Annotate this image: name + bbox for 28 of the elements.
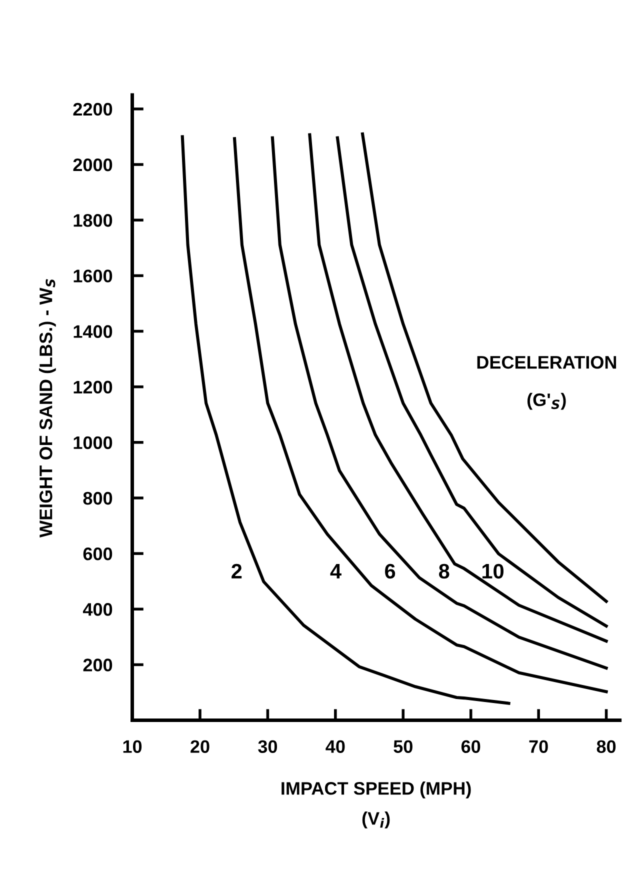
y-tick-label: 400: [82, 603, 112, 616]
y-tick-label: 1000: [74, 436, 112, 450]
annotation: DECELERATION: [477, 356, 616, 369]
y-tick-label: 2000: [73, 158, 112, 172]
y-tick-label: 1600: [74, 270, 112, 282]
series-label: 2: [232, 564, 242, 578]
series-label: 6: [385, 564, 396, 579]
x-tick-label: 70: [529, 740, 548, 753]
x-tick-label: 10: [123, 740, 142, 753]
x-tick-label: 20: [190, 740, 210, 753]
x-tick-label: 50: [394, 740, 412, 753]
y-tick-label: 1400: [74, 325, 112, 338]
y-tick-label: 200: [83, 658, 112, 672]
x-tick-label: 40: [326, 740, 345, 753]
y-tick-label: 800: [83, 492, 112, 505]
y-tick-label: 600: [83, 547, 112, 560]
series-label: 10: [482, 564, 504, 579]
y-tick-label: 2200: [73, 102, 112, 116]
series-label: 8: [438, 564, 450, 579]
x-tick-label: 60: [461, 740, 480, 753]
x-axis-title: IMPACT SPEED (MPH) (V$_{i}$): [282, 782, 471, 828]
x-tick-label: 80: [596, 740, 616, 753]
y-axis-title: WEIGHT OF SAND (LBS.) - W$_{S}$: [39, 279, 56, 538]
series-label: 4: [330, 564, 342, 578]
annotation: (G'$_{S}$): [527, 392, 566, 410]
y-tick-label: 1200: [74, 380, 112, 394]
x-tick-label: 30: [258, 740, 278, 754]
y-tick-label: 1800: [74, 214, 112, 227]
